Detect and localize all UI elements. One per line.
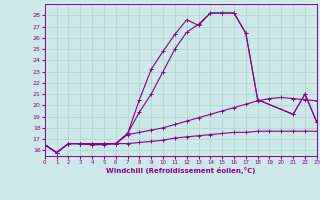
X-axis label: Windchill (Refroidissement éolien,°C): Windchill (Refroidissement éolien,°C) [106,167,255,174]
